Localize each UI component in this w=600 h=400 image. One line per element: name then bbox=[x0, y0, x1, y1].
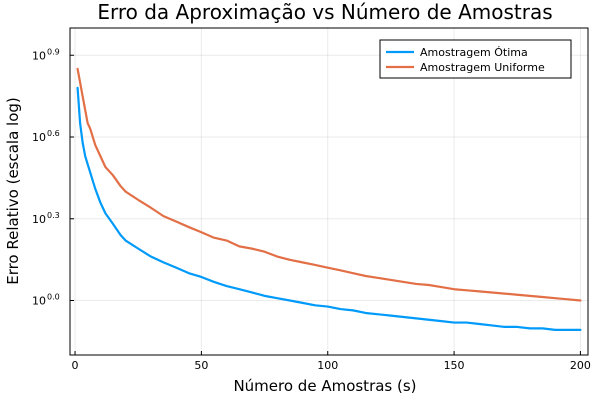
x-tick-label: 150 bbox=[444, 359, 465, 372]
x-tick-label: 100 bbox=[317, 359, 338, 372]
x-axis: 0 50 100 150 200 bbox=[72, 351, 591, 372]
chart-title: Erro da Aproximação vs Número de Amostra… bbox=[97, 0, 552, 24]
legend: Amostragem Ótima Amostragem Uniforme bbox=[379, 39, 572, 79]
x-tick-label: 200 bbox=[570, 359, 591, 372]
y-axis-label: Erro Relativo (escala log) bbox=[4, 97, 22, 285]
series-line-2 bbox=[76, 67, 582, 302]
legend-box bbox=[379, 39, 572, 79]
series-layer bbox=[76, 67, 582, 331]
y-tick-exponent: 0.3 bbox=[47, 211, 60, 220]
y-tick-label: 10 bbox=[32, 131, 46, 144]
y-tick-exponent: 0.0 bbox=[47, 293, 60, 302]
y-tick-label: 10 bbox=[32, 213, 46, 226]
x-tick-label: 0 bbox=[72, 359, 79, 372]
y-tick-label: 10 bbox=[32, 295, 46, 308]
legend-label: Amostragem Ótima bbox=[420, 46, 528, 59]
plot-frame bbox=[69, 27, 589, 356]
x-axis-label: Número de Amostras (s) bbox=[233, 377, 416, 395]
series-line-1 bbox=[76, 86, 582, 331]
y-tick-exponent: 0.6 bbox=[47, 129, 60, 138]
y-tick-label: 10 bbox=[32, 49, 46, 62]
x-tick-label: 50 bbox=[194, 359, 208, 372]
legend-label: Amostragem Uniforme bbox=[420, 61, 545, 74]
y-axis: 10 0.010 0.310 0.610 0.9 bbox=[32, 47, 74, 308]
y-tick-exponent: 0.9 bbox=[47, 47, 60, 56]
